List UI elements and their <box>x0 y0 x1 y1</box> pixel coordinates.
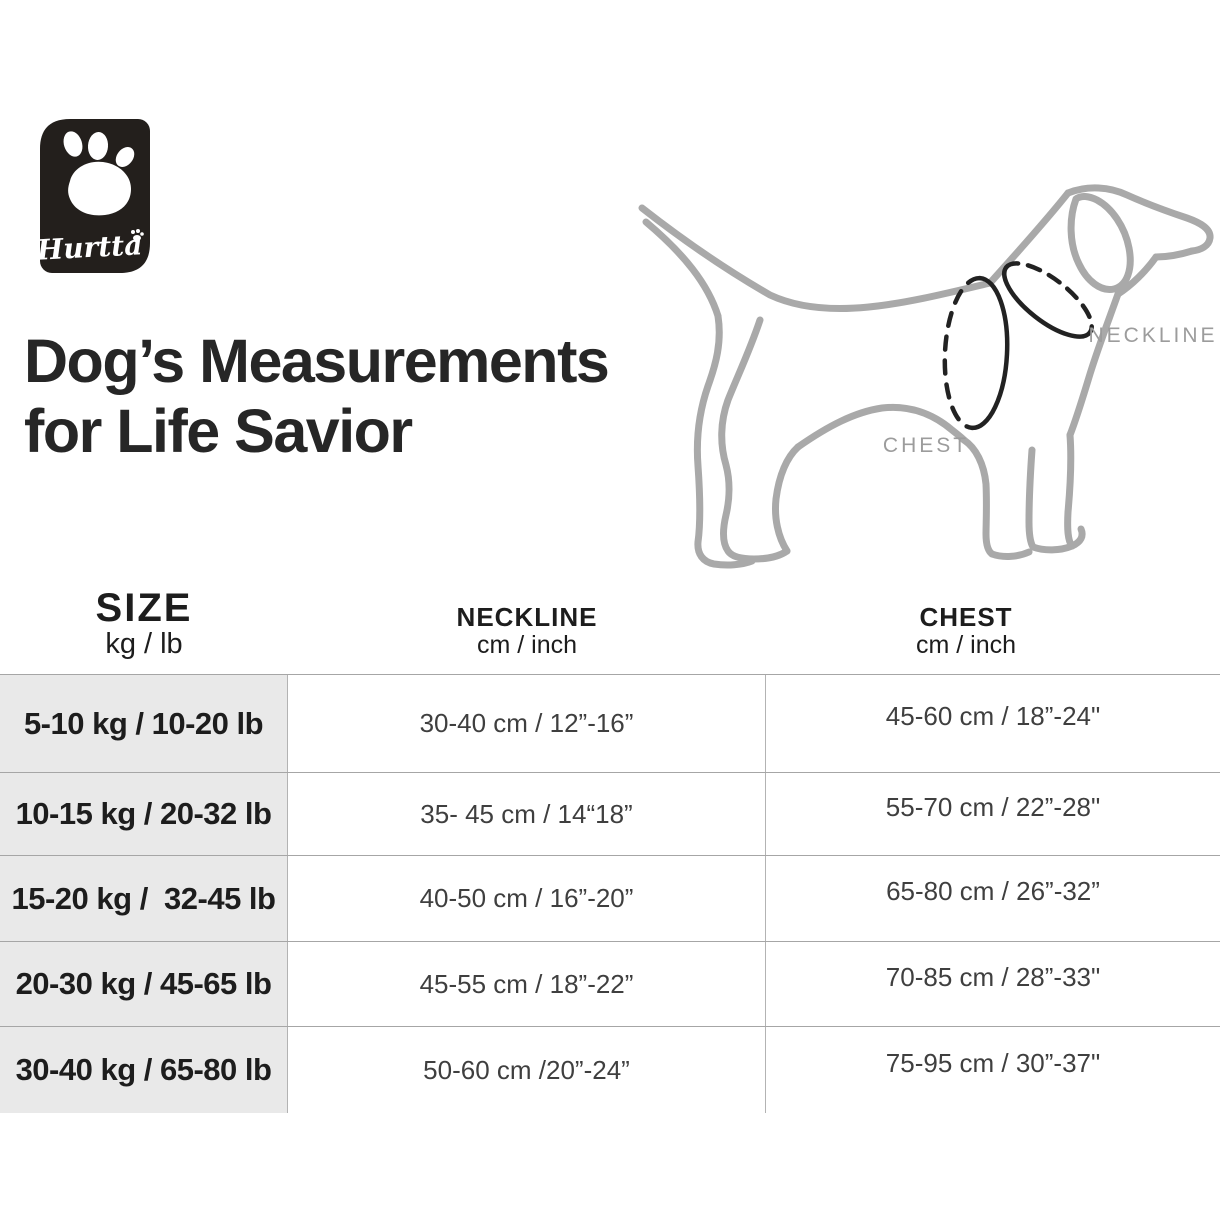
title-line-2: for Life Savior <box>24 397 413 465</box>
cell-chest: 65-80 cm / 26”-32” <box>886 876 1100 906</box>
neckline-diagram-label: NECKLINE <box>1088 324 1217 347</box>
cell-neckline: 40-50 cm / 16”-20” <box>288 856 766 941</box>
cell-chest: 70-85 cm / 28”-33" <box>885 961 1101 992</box>
chest-marker <box>942 275 1010 431</box>
cell-size: 30-40 kg / 65-80 lb <box>0 1027 288 1113</box>
cell-neckline: 50-60 cm /20”-24” <box>288 1027 766 1113</box>
corner-cut <box>120 243 150 273</box>
paw-toes <box>63 131 135 216</box>
cell-neckline: 45-55 cm / 18”-22” <box>288 942 766 1026</box>
dog-measurement-diagram: NECKLINE CHEST <box>620 150 1220 580</box>
chest-diagram-label: CHEST <box>883 434 969 457</box>
neckline-marker <box>1002 261 1094 339</box>
size-table: 5-10 kg / 10-20 lb 30-40 cm / 12”-16” 45… <box>0 674 1220 1113</box>
cell-size: 5-10 kg / 10-20 lb <box>0 675 288 772</box>
chest-header-label: CHEST <box>919 602 1013 632</box>
cell-chest: 45-60 cm / 18”-24" <box>885 701 1101 731</box>
mini-paw-icon <box>131 229 144 241</box>
size-table-header: SIZE kg / lb NECKLINE cm / inch CHEST cm… <box>0 588 1220 660</box>
table-row: 5-10 kg / 10-20 lb 30-40 cm / 12”-16” 45… <box>0 675 1220 773</box>
title-line-1: Dog’s Measurements <box>24 327 610 395</box>
measurement-markers <box>942 261 1094 431</box>
table-row: 15-20 kg / 32-45 lb 40-50 cm / 16”-20” 6… <box>0 856 1220 942</box>
brand-script: Hurtta <box>40 228 143 267</box>
size-header-unit: kg / lb <box>105 628 183 660</box>
header-chest: CHEST cm / inch <box>766 588 1220 660</box>
neckline-header-label: NECKLINE <box>456 602 598 632</box>
cell-chest: 55-70 cm / 22”-28" <box>885 791 1101 822</box>
size-header-label: SIZE <box>95 586 193 630</box>
table-row: 20-30 kg / 45-65 lb 45-55 cm / 18”-22” 7… <box>0 942 1220 1027</box>
hurtta-logo: Hurtta <box>35 119 150 273</box>
cell-size: 20-30 kg / 45-65 lb <box>0 942 288 1026</box>
cell-size: 10-15 kg / 20-32 lb <box>0 773 288 855</box>
header-neckline: NECKLINE cm / inch <box>288 588 766 660</box>
dog-outline <box>638 184 1214 569</box>
cell-neckline: 30-40 cm / 12”-16” <box>288 675 766 772</box>
neckline-header-unit: cm / inch <box>476 631 578 659</box>
cell-size: 15-20 kg / 32-45 lb <box>0 856 288 941</box>
page-title: Dog’s Measurements for Life Savior <box>24 326 664 466</box>
corner-cut <box>40 119 70 149</box>
table-row: 30-40 kg / 65-80 lb 50-60 cm /20”-24” 75… <box>0 1027 1220 1113</box>
cell-chest: 75-95 cm / 30”-37" <box>885 1047 1101 1078</box>
chest-header-unit: cm / inch <box>915 631 1017 659</box>
paw-print-icon: Hurtta <box>35 119 150 273</box>
header-size: SIZE kg / lb <box>0 588 288 660</box>
cell-neckline: 35- 45 cm / 14“18” <box>288 773 766 855</box>
table-row: 10-15 kg / 20-32 lb 35- 45 cm / 14“18” 5… <box>0 773 1220 856</box>
